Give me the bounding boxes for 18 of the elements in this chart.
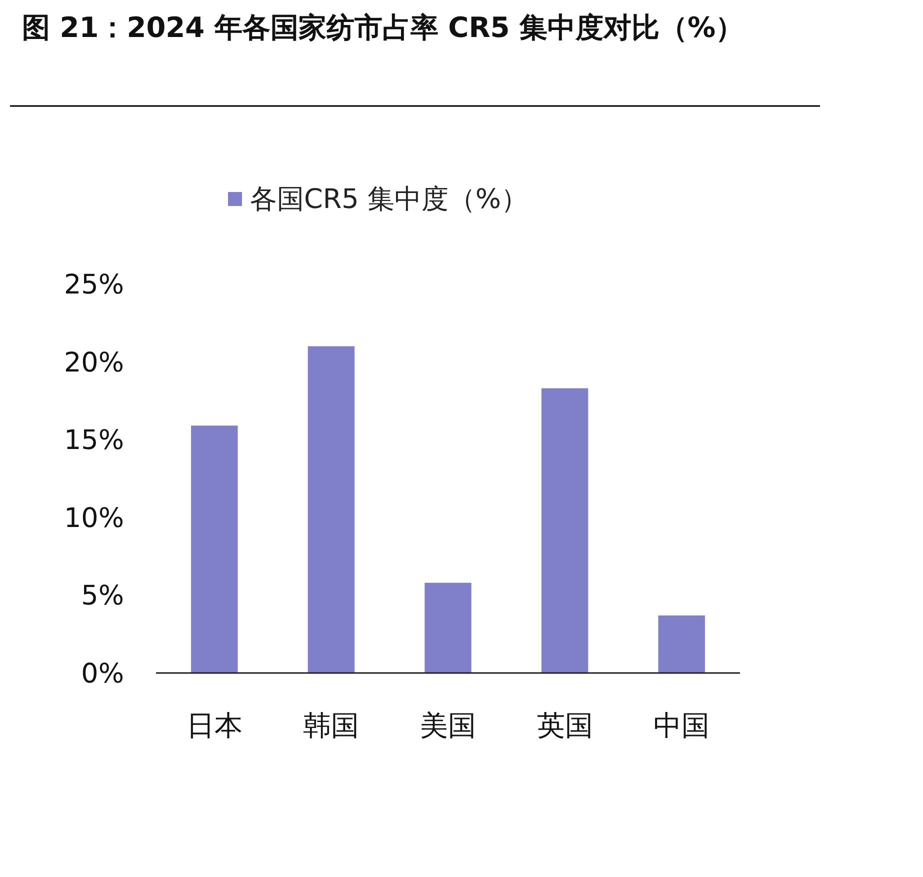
y-tick-label: 5% bbox=[81, 580, 124, 612]
x-tick-label: 美国 bbox=[420, 709, 476, 742]
y-tick-label: 25% bbox=[64, 269, 124, 300]
bar bbox=[541, 388, 588, 673]
bar bbox=[308, 346, 355, 673]
y-tick-label: 15% bbox=[64, 425, 124, 456]
x-tick-label: 英国 bbox=[536, 709, 593, 742]
bar bbox=[424, 582, 472, 673]
bar bbox=[658, 615, 705, 673]
y-tick-label: 0% bbox=[81, 658, 124, 690]
y-tick-label: 10% bbox=[64, 502, 124, 534]
legend-label: 各国CR5 集中度（%） bbox=[250, 184, 528, 215]
bar bbox=[191, 426, 238, 673]
x-tick-label: 中国 bbox=[654, 709, 710, 742]
x-tick-label: 韩国 bbox=[303, 709, 360, 742]
chart-title: 图 21：2024 年各国家纺市占率 CR5 集中度对比（%） bbox=[22, 10, 745, 46]
y-tick-label: 20% bbox=[64, 347, 124, 378]
x-tick-label: 日本 bbox=[186, 709, 242, 742]
